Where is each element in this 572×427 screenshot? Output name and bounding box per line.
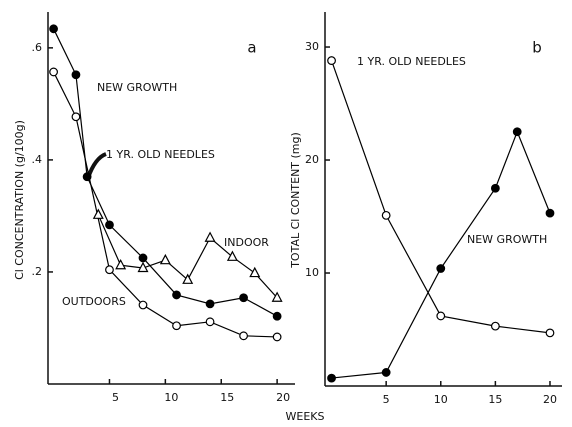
- series-line: [53, 71, 278, 338]
- marker: [204, 231, 216, 242]
- marker: [490, 321, 500, 331]
- y-tick-label: .2: [32, 265, 43, 278]
- series-line: [97, 214, 278, 299]
- annotation: OUTDOORS: [62, 295, 126, 308]
- y-tick-label: 10: [305, 266, 319, 279]
- marker: [172, 321, 181, 331]
- marker: [239, 293, 248, 303]
- marker: [182, 273, 194, 284]
- marker: [205, 317, 215, 327]
- marker: [327, 373, 336, 383]
- panel-label: b: [532, 39, 542, 57]
- marker: [71, 112, 81, 122]
- annotation: 1 YR. OLD NEEDLES: [357, 55, 466, 68]
- marker: [138, 253, 148, 263]
- marker: [272, 311, 282, 321]
- marker: [272, 332, 282, 342]
- annotation: NEW GROWTH: [97, 81, 177, 94]
- marker: [137, 261, 149, 273]
- marker: [512, 127, 522, 137]
- x-tick-label: 15: [220, 391, 234, 404]
- marker: [105, 220, 114, 230]
- annotation: INDOOR: [224, 236, 269, 249]
- marker: [490, 183, 500, 193]
- y-tick-label: 30: [305, 40, 319, 53]
- marker: [159, 253, 171, 265]
- x-tick-label: 5: [112, 391, 119, 404]
- marker: [545, 208, 555, 218]
- marker: [381, 368, 391, 377]
- series-line: [330, 60, 551, 334]
- y-tick-label: .6: [32, 41, 43, 54]
- marker: [226, 250, 238, 261]
- series-line: [331, 130, 551, 379]
- marker: [239, 331, 248, 341]
- marker: [205, 299, 215, 309]
- marker: [545, 328, 555, 338]
- marker: [71, 70, 81, 80]
- marker: [105, 265, 114, 275]
- x-tick-label: 5: [383, 393, 390, 406]
- x-tick-label: 15: [488, 393, 502, 406]
- y-axis-label: TOTAL Cl CONTENT (mg): [289, 132, 302, 269]
- y-axis-label: Cl CONCENTRATION (g/100g): [13, 120, 26, 280]
- marker: [271, 291, 283, 302]
- x-tick-label: 10: [434, 393, 448, 406]
- y-tick-label: .4: [32, 153, 43, 166]
- annotation: NEW GROWTH: [467, 233, 547, 246]
- marker: [172, 290, 181, 300]
- panel-label: a: [247, 39, 256, 57]
- marker: [115, 258, 127, 270]
- x-tick-label: 10: [164, 391, 178, 404]
- marker: [249, 266, 261, 278]
- marker: [436, 311, 446, 321]
- marker: [92, 208, 104, 219]
- marker: [381, 210, 391, 220]
- marker: [49, 67, 58, 77]
- marker: [327, 56, 336, 65]
- marker: [138, 300, 148, 310]
- x-axis-label: WEEKS: [286, 410, 325, 423]
- annotation: 1 YR. OLD NEEDLES: [106, 148, 215, 161]
- x-tick-label: 20: [276, 391, 290, 404]
- marker: [436, 264, 446, 273]
- x-tick-label: 20: [543, 393, 557, 406]
- marker: [49, 24, 58, 34]
- y-tick-label: 20: [305, 153, 319, 166]
